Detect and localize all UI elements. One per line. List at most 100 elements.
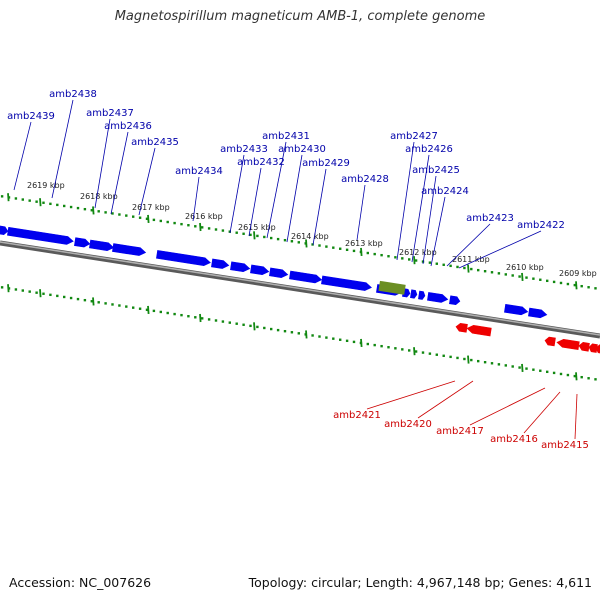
- inner-track-dot: [28, 290, 31, 293]
- inner-track-dot: [283, 329, 287, 333]
- forward-leader-line: [458, 230, 542, 269]
- inner-track-dot: [456, 356, 459, 360]
- outer-track-dot: [552, 280, 556, 284]
- outer-track-dot: [483, 270, 487, 273]
- scale-label: 2615 kbp: [238, 223, 276, 232]
- forward-gene-arrow: [230, 261, 251, 273]
- inner-track-dot: [380, 344, 383, 348]
- forward-gene-label: amb2430: [278, 144, 326, 155]
- scale-label: 2609 kbp: [559, 269, 597, 278]
- inner-track-dot: [249, 324, 252, 328]
- reverse-gene-arrow: [556, 338, 580, 350]
- inner-track-dot: [207, 318, 211, 321]
- outer-track-dot: [345, 248, 349, 252]
- inner-track-dot: [387, 346, 390, 349]
- forward-gene-arrow: [449, 295, 461, 306]
- outer-track-dot: [263, 235, 266, 239]
- outer-track-dot: [318, 244, 321, 247]
- tick-mark: [467, 264, 470, 273]
- scale-label: 2613 kbp: [345, 239, 383, 248]
- inner-track-dot: [442, 354, 445, 357]
- outer-track-dot: [366, 251, 369, 255]
- inner-track-dot: [132, 306, 135, 309]
- reverse-gene-arrow: [588, 343, 598, 353]
- inner-track-dot: [325, 336, 328, 339]
- outer-track-dot: [525, 276, 528, 279]
- outer-track-dot: [449, 264, 452, 268]
- forward-gene-label: amb2433: [220, 144, 268, 155]
- backbone-highlight: [0, 241, 600, 336]
- tick-mark: [575, 372, 578, 381]
- inner-track-dot: [270, 327, 273, 331]
- reverse-gene-label: amb2421: [333, 410, 381, 421]
- forward-leader-line: [138, 147, 156, 216]
- outer-track-dot: [511, 274, 514, 277]
- tick-mark: [92, 206, 95, 215]
- inner-track-dot: [90, 300, 93, 303]
- forward-leader-line: [286, 154, 303, 243]
- inner-track-dot: [221, 320, 225, 323]
- inner-track-dot: [42, 292, 45, 295]
- reverse-leader-line: [523, 391, 561, 434]
- inner-track-dot: [14, 288, 18, 291]
- scale-label: 2612 kbp: [399, 248, 437, 257]
- inner-track-dot: [263, 326, 266, 330]
- outer-track-dot: [559, 281, 563, 285]
- forward-leader-line: [430, 196, 446, 267]
- outer-track-dot: [201, 226, 204, 229]
- scale-label: 2616 kbp: [185, 212, 223, 221]
- forward-gene-arrow: [112, 243, 147, 256]
- tick-mark: [199, 313, 202, 323]
- tick-mark: [575, 281, 578, 290]
- forward-gene-arrow: [0, 225, 9, 235]
- tick-mark: [413, 347, 416, 356]
- inner-track-dot: [511, 365, 514, 368]
- outer-track-dot: [118, 213, 121, 216]
- inner-track-dot: [477, 359, 480, 363]
- inner-track-dot: [414, 350, 418, 353]
- inner-track-dot: [56, 294, 59, 298]
- forward-gene-label: amb2437: [86, 108, 134, 119]
- outer-track-dot: [249, 233, 252, 237]
- inner-track-dot: [373, 343, 376, 347]
- reverse-leader-line: [574, 393, 578, 440]
- inner-track-dot: [228, 321, 231, 324]
- outer-track-dot: [352, 249, 356, 253]
- outer-track-dot: [207, 227, 211, 230]
- forward-gene-arrow: [289, 270, 323, 284]
- forward-gene-arrow: [321, 275, 372, 291]
- tick-mark: [521, 272, 524, 281]
- forward-gene-label: amb2424: [421, 186, 469, 197]
- inner-track-dot: [152, 309, 156, 313]
- outer-track-dot: [83, 207, 87, 211]
- reverse-gene-arrow: [466, 325, 492, 337]
- forward-gene-label: amb2439: [7, 111, 55, 122]
- outer-track-dot: [228, 230, 231, 233]
- outer-track-dot: [414, 259, 418, 262]
- inner-track-dot: [518, 366, 521, 369]
- tick-mark: [39, 289, 42, 298]
- outer-track-dot: [152, 218, 156, 222]
- reverse-gene-label: amb2420: [384, 419, 432, 430]
- forward-leader-line: [312, 168, 327, 246]
- outer-track-dot: [180, 222, 183, 226]
- forward-gene-label: amb2422: [517, 220, 565, 231]
- inner-track-dot: [490, 362, 494, 365]
- tick-mark: [7, 193, 10, 202]
- inner-track-dot: [118, 304, 121, 307]
- outer-track-dot: [373, 252, 376, 256]
- inner-track-dot: [428, 352, 432, 355]
- inner-track-dot: [111, 303, 114, 306]
- inner-track-dot: [435, 353, 438, 356]
- tick-mark: [147, 305, 150, 315]
- outer-track-dot: [283, 238, 287, 242]
- scale-label: 2610 kbp: [506, 263, 544, 272]
- genome-backbone: [0, 240, 600, 339]
- tick-mark: [413, 256, 416, 265]
- forward-leader-line: [110, 131, 129, 215]
- inner-track-dot: [35, 291, 38, 294]
- forward-gene-label: amb2426: [405, 144, 453, 155]
- outer-track-dot: [138, 216, 142, 219]
